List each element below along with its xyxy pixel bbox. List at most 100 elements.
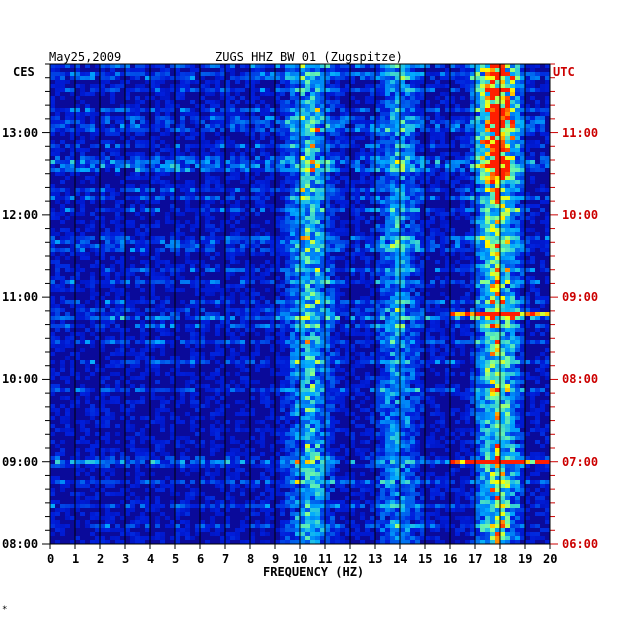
- heatmap-cell: [300, 216, 305, 220]
- heatmap-cell: [440, 268, 445, 272]
- heatmap-cell: [295, 212, 300, 216]
- heatmap-cell: [255, 196, 260, 200]
- heatmap-cell: [130, 308, 135, 312]
- heatmap-cell: [345, 260, 350, 264]
- heatmap-cell: [240, 88, 245, 92]
- heatmap-cell: [100, 140, 105, 144]
- heatmap-cell: [330, 140, 335, 144]
- heatmap-cell: [245, 304, 250, 308]
- heatmap-cell: [470, 176, 475, 180]
- heatmap-cell: [465, 80, 470, 84]
- heatmap-cell: [145, 128, 150, 132]
- heatmap-cell: [285, 108, 290, 112]
- heatmap-cell: [175, 84, 180, 88]
- heatmap-cell: [140, 192, 145, 196]
- heatmap-cell: [290, 100, 295, 104]
- heatmap-cell: [55, 64, 60, 68]
- heatmap-cell: [265, 168, 270, 172]
- heatmap-cell: [520, 276, 525, 280]
- heatmap-cell: [195, 324, 200, 328]
- heatmap-cell: [445, 128, 450, 132]
- heatmap-cell: [235, 248, 240, 252]
- heatmap-cell: [480, 240, 485, 244]
- heatmap-cell: [415, 160, 420, 164]
- heatmap-cell: [510, 96, 515, 100]
- heatmap-cell: [195, 316, 200, 320]
- heatmap-cell: [505, 336, 510, 340]
- heatmap-cell: [120, 312, 125, 316]
- heatmap-cell: [450, 120, 455, 124]
- heatmap-cell: [70, 288, 75, 292]
- heatmap-cell: [210, 340, 215, 344]
- heatmap-cell: [305, 108, 310, 112]
- heatmap-cell: [100, 236, 105, 240]
- heatmap-cell: [285, 264, 290, 268]
- heatmap-cell: [190, 112, 195, 116]
- heatmap-cell: [510, 268, 515, 272]
- heatmap-cell: [50, 332, 55, 336]
- heatmap-cell: [395, 136, 400, 140]
- heatmap-cell: [410, 184, 415, 188]
- heatmap-cell: [460, 324, 465, 328]
- heatmap-cell: [205, 264, 210, 268]
- heatmap-cell: [80, 312, 85, 316]
- heatmap-cell: [305, 264, 310, 268]
- heatmap-cell: [540, 116, 545, 120]
- heatmap-cell: [340, 116, 345, 120]
- heatmap-cell: [475, 132, 480, 136]
- heatmap-cell: [155, 104, 160, 108]
- heatmap-cell: [410, 168, 415, 172]
- heatmap-cell: [500, 92, 505, 96]
- heatmap-cell: [340, 312, 345, 316]
- heatmap-cell: [365, 264, 370, 268]
- heatmap-cell: [175, 272, 180, 276]
- heatmap-cell: [245, 156, 250, 160]
- heatmap-cell: [545, 312, 550, 316]
- heatmap-cell: [455, 320, 460, 324]
- heatmap-cell: [400, 260, 405, 264]
- heatmap-cell: [55, 272, 60, 276]
- heatmap-cell: [285, 208, 290, 212]
- heatmap-cell: [305, 256, 310, 260]
- heatmap-cell: [115, 260, 120, 264]
- heatmap-cell: [150, 88, 155, 92]
- heatmap-cell: [520, 264, 525, 268]
- heatmap-cell: [430, 284, 435, 288]
- heatmap-cell: [385, 120, 390, 124]
- heatmap-cell: [310, 116, 315, 120]
- heatmap-cell: [455, 324, 460, 328]
- heatmap-cell: [515, 216, 520, 220]
- heatmap-cell: [500, 112, 505, 116]
- heatmap-cell: [405, 140, 410, 144]
- heatmap-cell: [300, 292, 305, 296]
- heatmap-cell: [145, 72, 150, 76]
- heatmap-cell: [325, 260, 330, 264]
- heatmap-cell: [490, 84, 495, 88]
- heatmap-cell: [310, 184, 315, 188]
- heatmap-cell: [385, 220, 390, 224]
- heatmap-cell: [415, 332, 420, 336]
- heatmap-cell: [515, 284, 520, 288]
- heatmap-cell: [500, 140, 505, 144]
- heatmap-cell: [520, 220, 525, 224]
- heatmap-cell: [485, 68, 490, 72]
- heatmap-cell: [235, 340, 240, 344]
- heatmap-cell: [310, 232, 315, 236]
- heatmap-cell: [505, 272, 510, 276]
- heatmap-cell: [355, 208, 360, 212]
- heatmap-cell: [520, 332, 525, 336]
- heatmap-cell: [200, 208, 205, 212]
- heatmap-cell: [395, 272, 400, 276]
- heatmap-cell: [375, 176, 380, 180]
- heatmap-cell: [85, 124, 90, 128]
- heatmap-cell: [525, 156, 530, 160]
- heatmap-cell: [235, 124, 240, 128]
- heatmap-cell: [170, 152, 175, 156]
- heatmap-cell: [70, 172, 75, 176]
- heatmap-cell: [365, 308, 370, 312]
- heatmap-cell: [500, 144, 505, 148]
- heatmap-cell: [450, 116, 455, 120]
- heatmap-cell: [320, 288, 325, 292]
- heatmap-cell: [310, 224, 315, 228]
- heatmap-cell: [175, 264, 180, 268]
